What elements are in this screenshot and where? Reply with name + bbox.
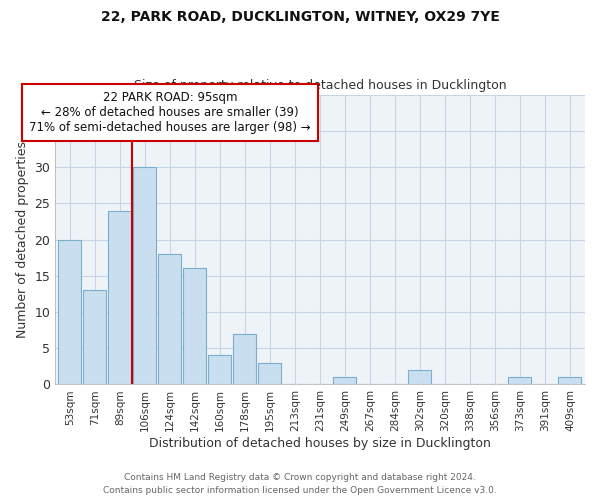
Text: Contains HM Land Registry data © Crown copyright and database right 2024.
Contai: Contains HM Land Registry data © Crown c… bbox=[103, 474, 497, 495]
Bar bbox=[233, 334, 256, 384]
Bar bbox=[259, 362, 281, 384]
Bar bbox=[334, 377, 356, 384]
Bar bbox=[58, 240, 82, 384]
Bar bbox=[508, 377, 532, 384]
Bar bbox=[208, 356, 232, 384]
Bar bbox=[409, 370, 431, 384]
Bar bbox=[109, 210, 131, 384]
Bar bbox=[83, 290, 106, 384]
Bar bbox=[133, 167, 157, 384]
Text: 22 PARK ROAD: 95sqm
← 28% of detached houses are smaller (39)
71% of semi-detach: 22 PARK ROAD: 95sqm ← 28% of detached ho… bbox=[29, 91, 311, 134]
Title: Size of property relative to detached houses in Ducklington: Size of property relative to detached ho… bbox=[134, 79, 506, 92]
Y-axis label: Number of detached properties: Number of detached properties bbox=[16, 141, 29, 338]
Bar bbox=[158, 254, 181, 384]
Bar bbox=[184, 268, 206, 384]
Text: 22, PARK ROAD, DUCKLINGTON, WITNEY, OX29 7YE: 22, PARK ROAD, DUCKLINGTON, WITNEY, OX29… bbox=[101, 10, 499, 24]
X-axis label: Distribution of detached houses by size in Ducklington: Distribution of detached houses by size … bbox=[149, 437, 491, 450]
Bar bbox=[559, 377, 581, 384]
